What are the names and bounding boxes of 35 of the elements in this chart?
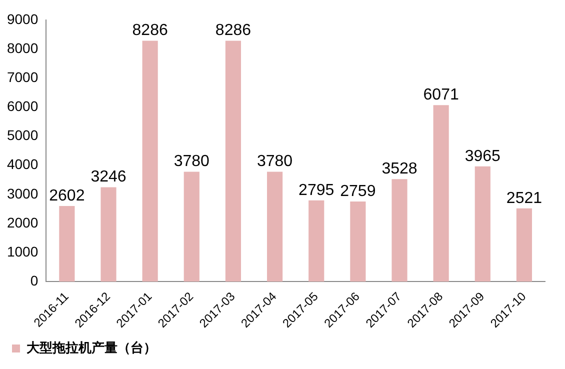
bar — [59, 206, 75, 282]
bar — [266, 172, 283, 282]
bar — [516, 208, 532, 282]
data-label: 3780 — [256, 153, 293, 170]
bar — [433, 105, 449, 282]
y-tick-label: 0 — [30, 272, 38, 289]
bar — [225, 40, 242, 282]
data-label: 2795 — [298, 182, 334, 199]
data-label: 2759 — [340, 182, 376, 200]
data-label: 3780 — [174, 153, 210, 170]
data-label: 2521 — [506, 190, 542, 207]
data-label: 3528 — [382, 160, 418, 178]
data-label: 2602 — [49, 187, 85, 204]
bar — [142, 40, 158, 282]
y-tick-label: 2000 — [6, 214, 38, 230]
data-label: 3246 — [90, 168, 126, 186]
bar — [184, 172, 200, 282]
y-tick-label: 6000 — [6, 98, 38, 114]
data-label: 8286 — [132, 22, 168, 40]
y-tick-label: 4000 — [6, 156, 38, 172]
data-label: 6071 — [423, 86, 459, 104]
bar — [100, 187, 116, 282]
y-tick-label: 9000 — [6, 10, 38, 27]
y-tick-label: 3000 — [6, 185, 38, 202]
y-tick-label: 1000 — [6, 243, 38, 260]
y-tick-label: 8000 — [6, 40, 38, 56]
bar — [308, 200, 324, 282]
y-tick-label: 5000 — [6, 127, 38, 144]
bar — [350, 201, 366, 282]
data-label: 3965 — [464, 148, 501, 165]
bar — [474, 166, 490, 282]
bar — [392, 179, 408, 282]
y-tick-label: 7000 — [6, 69, 38, 86]
legend-label: 大型拖拉机产量（台） — [26, 340, 156, 356]
data-label: 8286 — [215, 22, 252, 40]
